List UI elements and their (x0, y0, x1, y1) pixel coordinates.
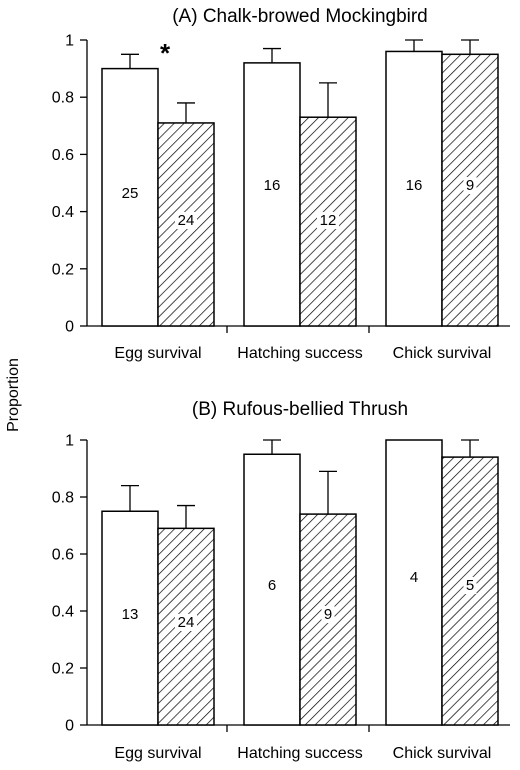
sample-size-label: 9 (324, 606, 332, 623)
category-label: Chick survival (393, 345, 492, 362)
y-axis-label: Proportion (5, 358, 22, 432)
chart-title: (B) Rufous-bellied Thrush (192, 399, 408, 420)
category-label: Egg survival (114, 745, 201, 762)
y-tick-label: 0 (65, 319, 74, 336)
y-tick-label: 1 (65, 33, 74, 50)
y-tick-label: 0 (65, 718, 74, 735)
category-label: Hatching success (237, 345, 362, 362)
category-label: Egg survival (114, 345, 201, 362)
y-tick-label: 0.8 (52, 90, 74, 107)
n-label-bg (175, 614, 197, 631)
bar-open (385, 50, 443, 327)
bar-open (243, 62, 301, 327)
category-label: Chick survival (393, 745, 492, 762)
bar-open (385, 439, 443, 726)
chart-title: (A) Chalk-browed Mockingbird (172, 6, 428, 27)
bar-open (101, 67, 159, 327)
n-label-bg (317, 212, 339, 229)
sample-size-label: 4 (410, 569, 418, 586)
sample-size-label: 24 (178, 212, 195, 229)
category-label: Hatching success (237, 745, 362, 762)
y-tick-label: 0.8 (52, 490, 74, 507)
n-label-bg (463, 177, 477, 194)
sample-size-label: 16 (406, 177, 423, 194)
y-tick-label: 0.4 (52, 204, 74, 221)
bar-open (243, 453, 301, 726)
sample-size-label: 5 (466, 577, 474, 594)
y-tick-label: 0.6 (52, 547, 74, 564)
n-label-bg (463, 577, 477, 594)
sample-size-label: 13 (122, 606, 139, 623)
y-tick-label: 1 (65, 433, 74, 450)
y-tick-label: 0.2 (52, 661, 74, 678)
sample-size-label: 12 (320, 212, 337, 229)
n-label-bg (175, 212, 197, 229)
y-tick-label: 0.4 (52, 604, 74, 621)
y-tick-label: 0.6 (52, 147, 74, 164)
sample-size-label: 25 (122, 185, 139, 202)
sample-size-label: 24 (178, 614, 195, 631)
y-tick-label: 0.2 (52, 261, 74, 278)
panel-b: (B) Rufous-bellied Thrush 0 0.2 0.4 0.6 0.8 1 1… (52, 399, 510, 762)
sample-size-label: 6 (268, 577, 276, 594)
bar-hatched (299, 513, 357, 726)
significance-marker: * (160, 38, 171, 68)
panel-a: (A) Chalk-browed Mockingbird 0 0.2 0.4 0.6 0.… (52, 6, 510, 362)
sample-size-label: 9 (466, 177, 474, 194)
sample-size-label: 16 (264, 177, 281, 194)
n-label-bg (321, 606, 335, 623)
